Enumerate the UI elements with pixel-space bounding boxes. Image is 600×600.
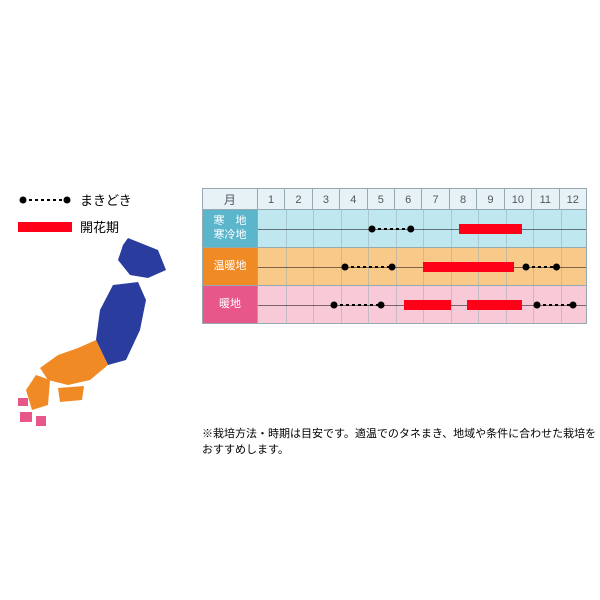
chart-header-month-label: 月 — [203, 189, 258, 209]
chart-header: 月123456789101112 — [202, 188, 587, 210]
chart-header-month: 10 — [505, 189, 532, 209]
chart-row-label: 暖地 — [203, 286, 258, 323]
chart-header-month: 11 — [532, 189, 559, 209]
chart-header-month: 6 — [395, 189, 422, 209]
sow-segment — [522, 262, 561, 272]
chart-row: 寒 地寒冷地 — [202, 210, 587, 248]
footnote: ※栽培方法・時期は目安です。適温でのタネまき、地域や条件に合わせた栽培をおすすめ… — [202, 425, 600, 457]
chart-header-month: 2 — [285, 189, 312, 209]
chart-row-grid — [258, 286, 587, 323]
chart-header-month: 8 — [450, 189, 477, 209]
chart-header-month: 4 — [340, 189, 367, 209]
chart-header-month: 1 — [258, 189, 285, 209]
chart-row-grid — [258, 248, 587, 285]
sow-segment — [533, 300, 577, 310]
chart-body: 寒 地寒冷地 温暖地 暖地 — [202, 210, 587, 324]
legend-row-sow: まきどき — [18, 190, 132, 209]
sow-marker — [18, 195, 72, 205]
chart-header-month: 5 — [368, 189, 395, 209]
chart-header-month: 12 — [560, 189, 587, 209]
bloom-segment — [423, 262, 514, 272]
sow-segment — [341, 262, 396, 272]
chart-row: 温暖地 — [202, 248, 587, 286]
bloom-segment — [467, 300, 522, 310]
chart-header-month: 7 — [422, 189, 449, 209]
bloom-segment — [404, 300, 451, 310]
chart-row: 暖地 — [202, 286, 587, 324]
legend-sow-label: まきどき — [80, 190, 132, 209]
chart-header-month: 3 — [313, 189, 340, 209]
sow-segment — [330, 300, 385, 310]
chart-row-grid — [258, 210, 587, 247]
chart-row-label: 温暖地 — [203, 248, 258, 285]
chart-row-label: 寒 地寒冷地 — [203, 210, 258, 247]
bloom-segment — [459, 224, 522, 234]
japan-map — [18, 230, 178, 430]
planting-chart: 月123456789101112 寒 地寒冷地 温暖地 暖地 — [202, 188, 587, 324]
sow-segment — [368, 224, 415, 234]
chart-header-month: 9 — [477, 189, 504, 209]
